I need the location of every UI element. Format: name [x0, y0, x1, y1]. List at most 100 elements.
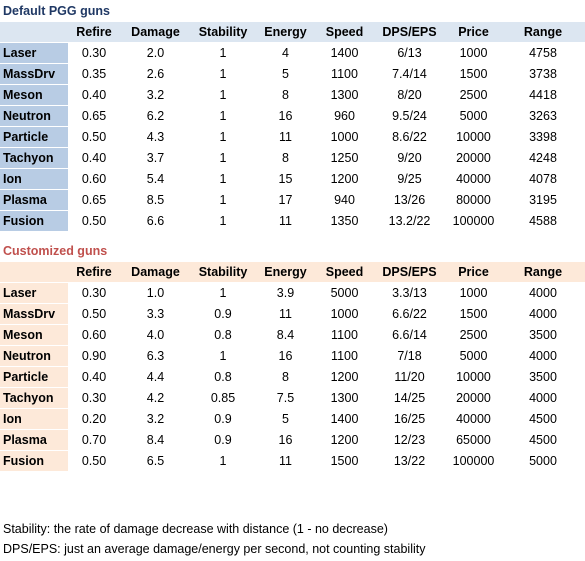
table-cell: 940: [316, 189, 373, 211]
table-cell: 6.6: [120, 210, 191, 231]
table-cell: 4.4: [120, 366, 191, 388]
table-cell: 2500: [446, 84, 501, 106]
column-header: Damage: [120, 261, 191, 283]
table-cell: 100000: [446, 450, 501, 471]
table-cell: 1: [191, 168, 255, 190]
table-cell: 4588: [501, 210, 585, 231]
table-cell: 1200: [316, 168, 373, 190]
table-cell: 4.0: [120, 324, 191, 346]
table-cell: 8.6/22: [373, 126, 446, 148]
table-cell: 0.20: [68, 408, 120, 430]
table-cell: 4.3: [120, 126, 191, 148]
table-row: Fusion 0.50 6.6 1 11 1350 13.2/22 100000 4588: [0, 210, 585, 231]
table-cell: 40000: [446, 168, 501, 190]
gun-name-cell: Plasma: [0, 189, 68, 211]
table-cell: 1000: [446, 42, 501, 64]
table-cell: 0.60: [68, 324, 120, 346]
table-cell: 4000: [501, 282, 585, 304]
table-cell: 4000: [501, 387, 585, 409]
table-cell: 1200: [316, 366, 373, 388]
table-cell: 4500: [501, 408, 585, 430]
column-header: Energy: [255, 21, 316, 43]
table-cell: 1: [191, 147, 255, 169]
table-cell: 4248: [501, 147, 585, 169]
table-cell: 7.4/14: [373, 63, 446, 85]
gun-name-cell: Neutron: [0, 105, 68, 127]
column-header: Price: [446, 21, 501, 43]
table-cell: 11: [255, 126, 316, 148]
table-cell: 10000: [446, 126, 501, 148]
table-cell: 11: [255, 303, 316, 325]
table-cell: 0.50: [68, 450, 120, 471]
gun-name-cell: Laser: [0, 42, 68, 64]
table-cell: 0.40: [68, 366, 120, 388]
table-row: Ion 0.60 5.4 1 15 1200 9/25 40000 4078: [0, 168, 585, 190]
table-cell: 1: [191, 84, 255, 106]
default-guns-title: Default PGG guns: [3, 4, 110, 18]
table-cell: 1100: [316, 345, 373, 367]
table-cell: 16: [255, 105, 316, 127]
table-cell: 5000: [316, 282, 373, 304]
table-cell: 16/25: [373, 408, 446, 430]
gun-name-cell: Fusion: [0, 450, 68, 471]
table-cell: 5: [255, 408, 316, 430]
table-cell: 7/18: [373, 345, 446, 367]
table-cell: 1350: [316, 210, 373, 231]
table-cell: 1: [191, 345, 255, 367]
table-cell: 40000: [446, 408, 501, 430]
table-cell: 5000: [501, 450, 585, 471]
table-cell: 9.5/24: [373, 105, 446, 127]
table-cell: 6/13: [373, 42, 446, 64]
table-cell: 0.35: [68, 63, 120, 85]
table-cell: 2.0: [120, 42, 191, 64]
table-row: Plasma 0.65 8.5 1 17 940 13/26 80000 3195: [0, 189, 585, 211]
table-cell: 0.40: [68, 147, 120, 169]
gun-name-cell: Laser: [0, 282, 68, 304]
default-guns-table: Refire Damage Stability Energy Speed DPS/EPS P…: [0, 21, 585, 231]
table-row: MassDrv 0.50 3.3 0.9 11 1000 6.6/22 1500 4000: [0, 303, 585, 325]
table-cell: 1000: [446, 282, 501, 304]
column-header: Refire: [68, 21, 120, 43]
table-cell: 1100: [316, 324, 373, 346]
table-cell: 8.4: [120, 429, 191, 451]
table-row: Tachyon 0.30 4.2 0.85 7.5 1300 14/25 20000 4000: [0, 387, 585, 409]
table-cell: 8: [255, 366, 316, 388]
table-cell: 2500: [446, 324, 501, 346]
table-cell: 3398: [501, 126, 585, 148]
table-cell: 1200: [316, 429, 373, 451]
table-cell: 1400: [316, 408, 373, 430]
table-cell: 0.9: [191, 303, 255, 325]
table-cell: 6.5: [120, 450, 191, 471]
gun-name-cell: Tachyon: [0, 387, 68, 409]
table-cell: 100000: [446, 210, 501, 231]
gun-name-cell: Ion: [0, 408, 68, 430]
table-cell: 1400: [316, 42, 373, 64]
table-cell: 5: [255, 63, 316, 85]
table-cell: 4: [255, 42, 316, 64]
column-header: Range: [501, 261, 585, 283]
header-corner-cell: [0, 21, 68, 43]
table-cell: 0.65: [68, 105, 120, 127]
header-corner-cell: [0, 261, 68, 283]
table-cell: 13.2/22: [373, 210, 446, 231]
column-header: Refire: [68, 261, 120, 283]
table-cell: 1: [191, 210, 255, 231]
gun-name-cell: Particle: [0, 126, 68, 148]
table-cell: 6.3: [120, 345, 191, 367]
table-cell: 0.50: [68, 126, 120, 148]
table-cell: 0.30: [68, 282, 120, 304]
table-row: Particle 0.40 4.4 0.8 8 1200 11/20 10000 3500: [0, 366, 585, 388]
table-cell: 16: [255, 429, 316, 451]
table-cell: 4758: [501, 42, 585, 64]
table-cell: 0.90: [68, 345, 120, 367]
table-cell: 4418: [501, 84, 585, 106]
column-header: Speed: [316, 261, 373, 283]
column-header: Stability: [191, 21, 255, 43]
table-cell: 1250: [316, 147, 373, 169]
table-cell: 3263: [501, 105, 585, 127]
gun-name-cell: Tachyon: [0, 147, 68, 169]
table-cell: 5000: [446, 105, 501, 127]
table-cell: 8.4: [255, 324, 316, 346]
table-row: Meson 0.40 3.2 1 8 1300 8/20 2500 4418: [0, 84, 585, 106]
table-cell: 1: [191, 105, 255, 127]
